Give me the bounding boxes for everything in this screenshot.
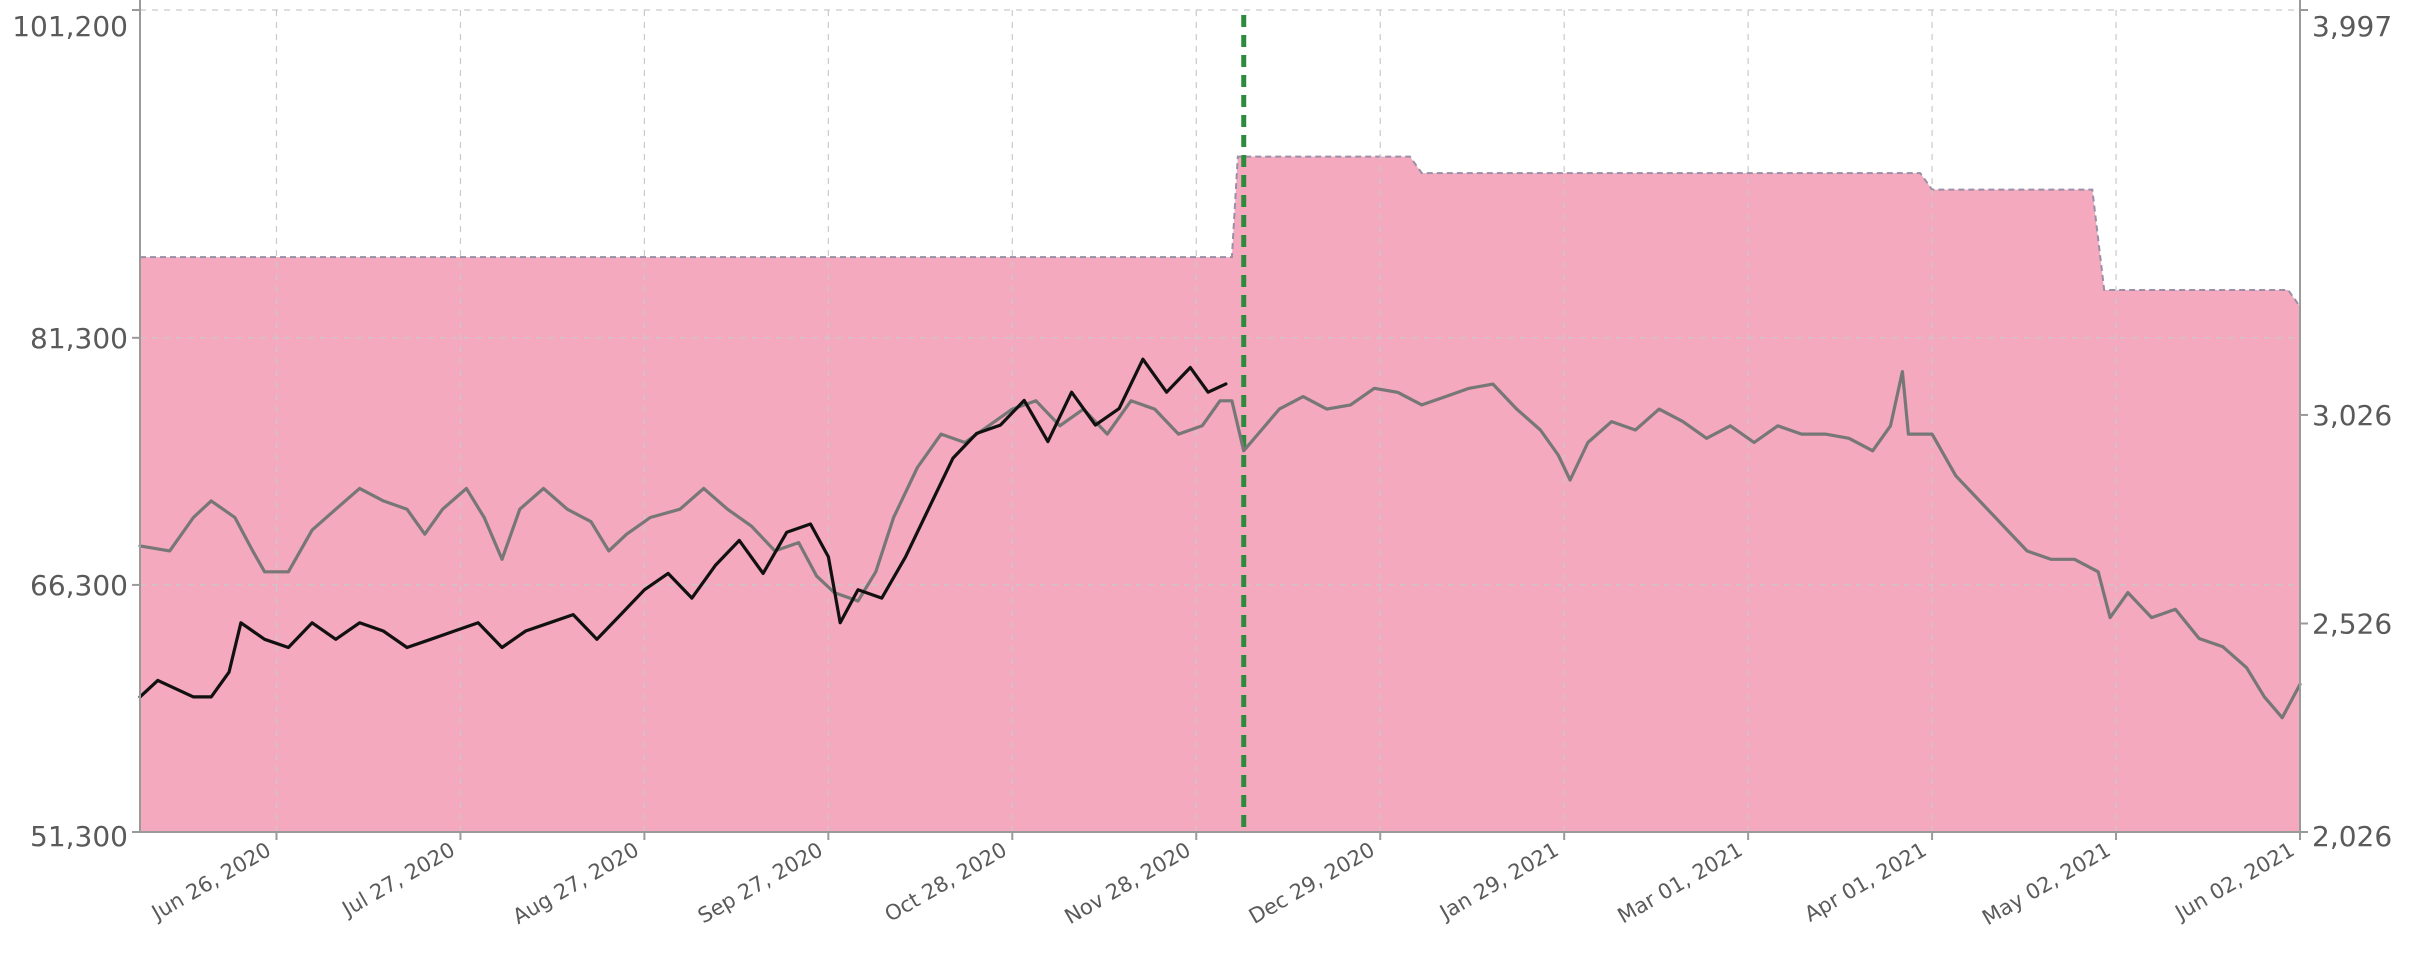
left-tick-label-2: 81,300 [30, 322, 128, 355]
x-tick-label-9: Apr 01, 2021 [1800, 838, 1930, 927]
left-tick-label-3: 101,200 [12, 10, 128, 43]
axes [139, 0, 2301, 833]
x-tick-label-10: May 02, 2021 [1978, 838, 2114, 931]
x-tick-label-4: Oct 28, 2020 [881, 838, 1011, 927]
x-tick-label-3: Sep 27, 2020 [694, 838, 827, 929]
left-tick-label-1: 66,300 [30, 569, 128, 602]
right-tick-label-2: 3,026 [2312, 399, 2392, 432]
x-tick-label-2: Aug 27, 2020 [509, 838, 643, 929]
right-axis-tick-labels: 2,026 2,526 3,026 3,997 [2300, 9, 2392, 853]
right-tick-label-1: 2,526 [2312, 607, 2392, 640]
line-series-1 [138, 370, 2302, 720]
x-tick-label-1: Jul 27, 2020 [336, 838, 458, 923]
left-axis-tick-labels: 51,300 66,300 81,300 101,200 [12, 9, 140, 853]
line-series-layer [138, 357, 2302, 720]
x-axis-tick-labels: Jun 26, 2020 Jul 27, 2020 Aug 27, 2020 Sep … [146, 832, 2301, 931]
right-tick-label-3: 3,997 [2312, 10, 2392, 43]
right-tick-label-0: 2,026 [2312, 820, 2392, 853]
x-tick-label-8: Mar 01, 2021 [1614, 838, 1747, 929]
x-tick-label-7: Jan 29, 2021 [1434, 838, 1563, 926]
x-tick-label-11: Jun 02, 2021 [2170, 838, 2299, 926]
x-tick-label-5: Nov 28, 2020 [1060, 838, 1194, 929]
area-series-layer [140, 155, 2301, 833]
x-tick-label-0: Jun 26, 2020 [146, 838, 275, 926]
area-series-outline-0 [140, 155, 2301, 308]
left-tick-label-0: 51,300 [30, 820, 128, 853]
line-series-2 [138, 357, 1228, 699]
area-series-0 [140, 156, 2300, 833]
x-tick-label-6: Dec 29, 2020 [1245, 838, 1379, 929]
